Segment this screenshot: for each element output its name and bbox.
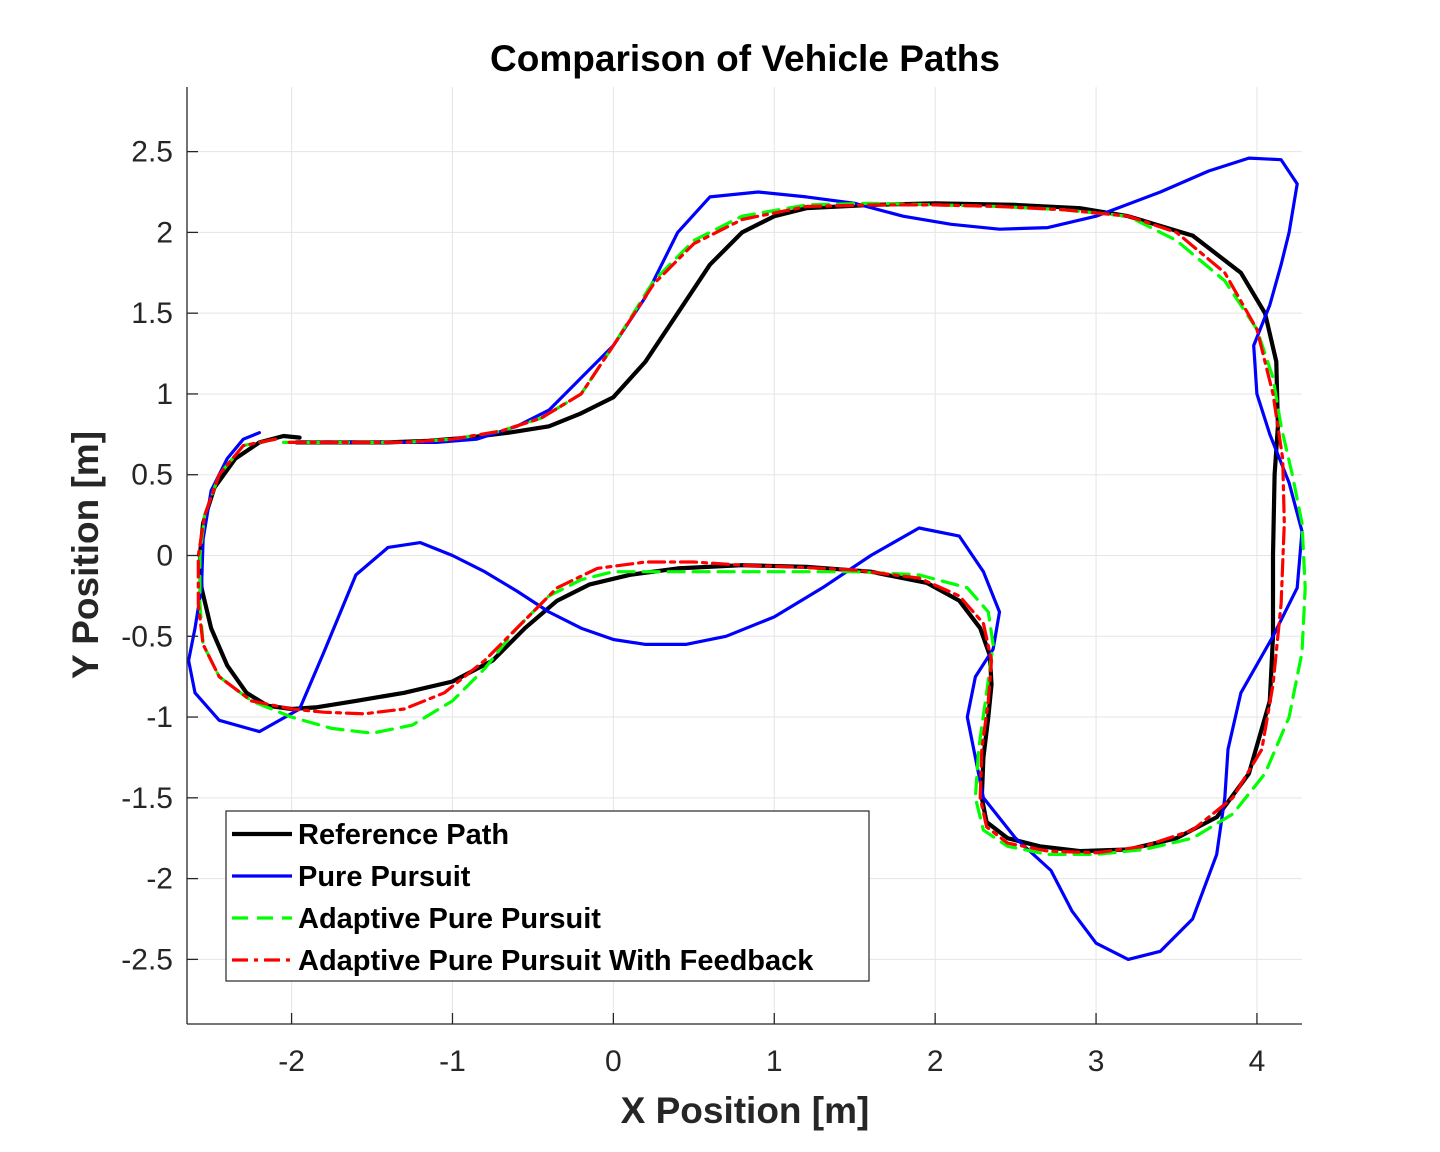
x-tick-label: 2 [927,1045,944,1078]
series-line-4 [196,203,1286,855]
y-tick-labels: 2.5 2 1.5 1 0.5 0 -0.5 -1 -1.5 -2 -2.5 [121,136,173,977]
x-tick-labels: -2 -1 0 1 2 3 4 [278,1045,1265,1078]
series-line-3 [198,201,1307,856]
legend-label-3: Adaptive Pure Pursuit [298,903,601,935]
y-tick-label: -2 [146,863,173,896]
x-tick-label: 1 [766,1045,783,1078]
y-tick-label: 0 [156,540,173,573]
legend-label-1: Reference Path [298,819,509,851]
legend-label-4: Adaptive Pure Pursuit With Feedback [298,945,814,977]
y-tick-label: 1.5 [131,297,173,330]
axes [186,87,1302,1025]
y-tick-label: -1.5 [121,782,173,815]
y-tick-label: -2.5 [121,943,173,976]
x-tick-label: 3 [1088,1045,1105,1078]
y-tick-label: 0.5 [131,459,173,492]
y-tick-label: 2 [156,216,173,249]
y-tick-label: -1 [146,701,173,734]
series-lines [187,156,1307,961]
x-tick-label: -1 [439,1045,466,1078]
y-tick-label: 1 [156,378,173,411]
chart-title: Comparison of Vehicle Paths [490,38,1000,79]
x-tick-label: 0 [605,1045,622,1078]
legend-label-2: Pure Pursuit [298,861,471,893]
y-axis-label: Y Position [m] [65,431,106,679]
legend-box [225,810,870,982]
series-line-2 [187,156,1304,961]
y-tick-label: 2.5 [131,136,173,169]
x-tick-label: 4 [1249,1045,1266,1078]
x-axis-label: X Position [m] [621,1090,870,1131]
legend: Reference Path Pure Pursuit Adaptive Pure … [225,810,870,982]
y-tick-label: -0.5 [121,620,173,653]
x-tick-label: -2 [278,1045,305,1078]
series-line-1 [197,201,1280,854]
